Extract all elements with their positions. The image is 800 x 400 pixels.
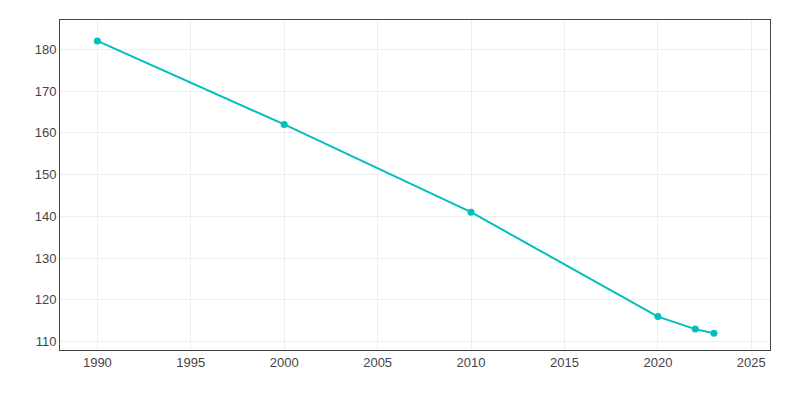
svg-text:160: 160 [35,125,57,140]
svg-text:2005: 2005 [363,355,392,370]
svg-text:110: 110 [36,334,57,349]
svg-text:150: 150 [35,167,57,182]
svg-text:1990: 1990 [83,355,112,370]
svg-text:140: 140 [35,209,57,224]
svg-text:1995: 1995 [176,355,205,370]
svg-text:2015: 2015 [550,355,579,370]
svg-text:130: 130 [35,251,57,266]
svg-text:2010: 2010 [457,355,486,370]
svg-text:180: 180 [35,42,57,57]
svg-text:120: 120 [35,292,57,307]
svg-text:2025: 2025 [737,355,766,370]
svg-text:2000: 2000 [270,355,299,370]
svg-text:170: 170 [35,84,57,99]
svg-text:2020: 2020 [643,355,672,370]
